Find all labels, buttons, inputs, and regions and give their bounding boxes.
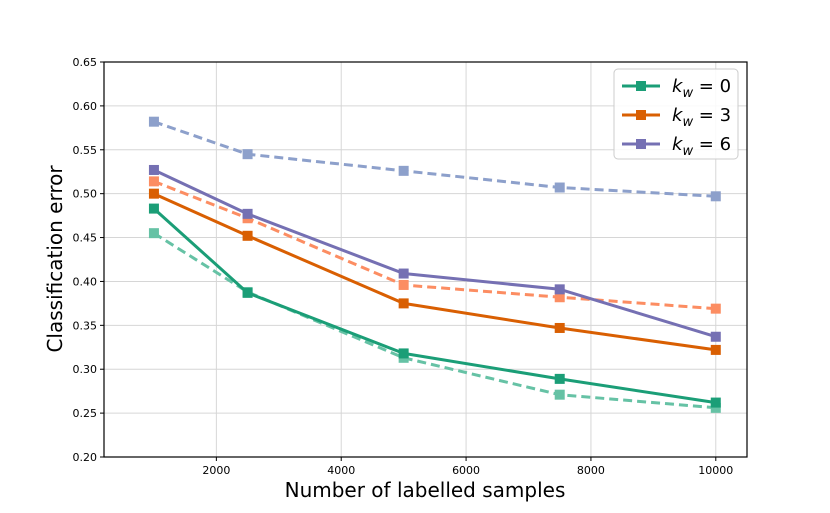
legend-box (613, 68, 739, 160)
series-layer (148, 116, 721, 413)
x-tick-label: 10000 (698, 464, 733, 477)
data-point (710, 402, 721, 413)
data-point (710, 191, 721, 202)
series-k-w-6 (148, 164, 721, 342)
legend-item: kw = 6 (622, 134, 731, 159)
data-point (148, 116, 159, 127)
x-axis-title: Number of labelled samples (285, 478, 566, 502)
legend-item: kw = 0 (622, 76, 731, 101)
series-line (153, 180, 716, 311)
data-point (554, 182, 565, 193)
series-k-w-3-dashed (148, 176, 721, 314)
data-point (554, 284, 565, 295)
plot-frame (103, 61, 748, 458)
legend-item: kw = 3 (622, 105, 731, 130)
y-tick-label: 0.55 (73, 144, 98, 157)
x-tick-label: 4000 (327, 464, 355, 477)
y-tick-label: 0.45 (73, 232, 98, 245)
axis-ticks: 0.20 0.25 0.30 0.35 0.40 0.45 0.50 0.55 0.60 0.65… (73, 56, 734, 477)
y-tick-label: 0.20 (73, 451, 98, 464)
data-point (710, 331, 721, 342)
y-tick-label: 0.25 (73, 407, 98, 420)
data-point (554, 292, 565, 303)
data-point (242, 230, 253, 241)
legend-label: kw = 3 (672, 105, 731, 130)
data-point (242, 149, 253, 160)
data-point (398, 348, 409, 359)
y-axis-title: Classification error (43, 165, 67, 353)
data-point (148, 188, 159, 199)
y-tick-label: 0.35 (73, 319, 98, 332)
data-point (554, 373, 565, 384)
x-tick-label: 8000 (577, 464, 605, 477)
series-k-w-6-dashed (148, 116, 721, 202)
series-line (153, 231, 716, 410)
x-tick-label: 2000 (202, 464, 230, 477)
data-point (148, 228, 159, 239)
data-point (710, 303, 721, 314)
series-line (153, 192, 717, 352)
series-k-w-0 (148, 203, 721, 408)
y-tick-label: 0.30 (73, 363, 98, 376)
legend-label: kw = 6 (672, 134, 731, 159)
legend-swatch-marker (636, 81, 646, 91)
legend-label: kw = 0 (672, 76, 731, 101)
data-point (398, 279, 409, 290)
data-point (148, 164, 159, 175)
data-point (148, 203, 159, 214)
data-point (554, 322, 565, 333)
series-k-w-0-dashed (148, 228, 721, 413)
y-tick-label: 0.60 (73, 100, 98, 113)
series-k-w-3 (148, 188, 721, 355)
data-point (398, 165, 409, 176)
y-tick-label: 0.65 (73, 56, 98, 69)
data-point (710, 344, 721, 355)
legend: kw = 0 kw = 3 kw = 6 (613, 68, 739, 160)
legend-swatch-marker (636, 139, 646, 149)
data-point (710, 397, 721, 408)
y-tick-label: 0.50 (73, 188, 98, 201)
data-point (398, 298, 409, 309)
y-tick-label: 0.40 (73, 275, 98, 288)
legend-swatch-marker (636, 110, 646, 120)
series-line (153, 168, 717, 339)
x-tick-label: 6000 (452, 464, 480, 477)
data-point (148, 176, 159, 187)
data-point (554, 389, 565, 400)
data-point (242, 287, 253, 298)
grid-lines (104, 61, 747, 458)
data-point (398, 268, 409, 279)
data-point (242, 208, 253, 219)
